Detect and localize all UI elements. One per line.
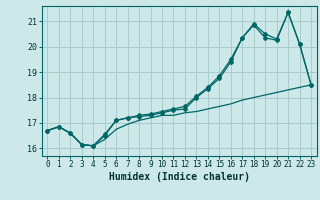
- X-axis label: Humidex (Indice chaleur): Humidex (Indice chaleur): [109, 172, 250, 182]
